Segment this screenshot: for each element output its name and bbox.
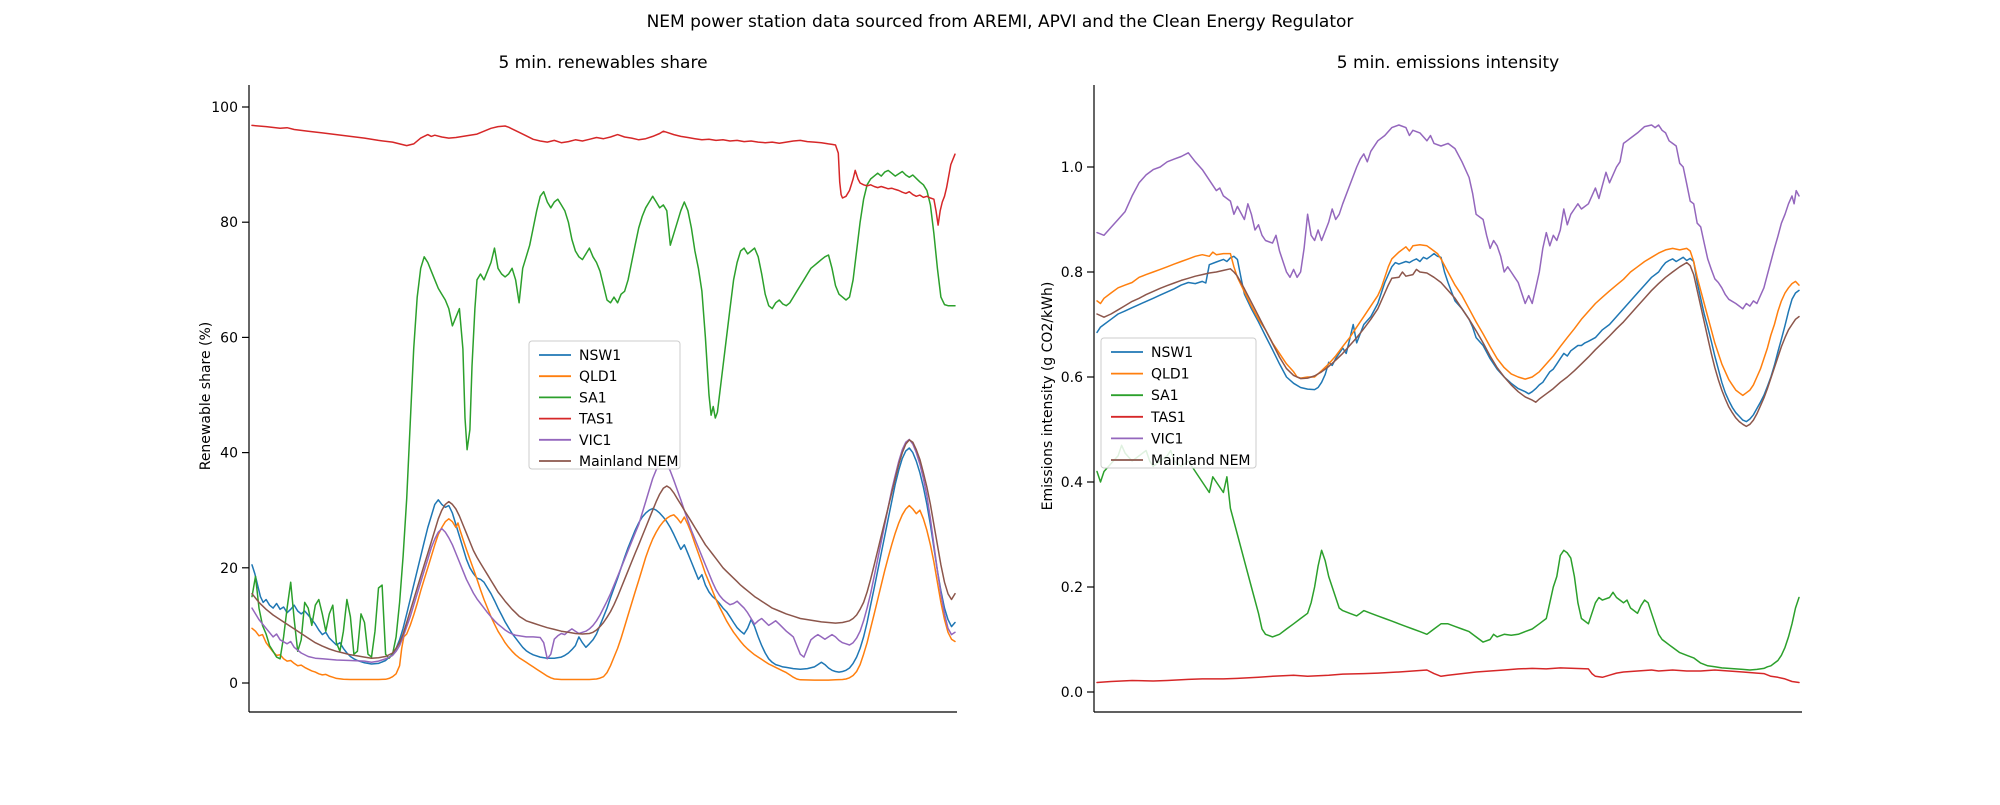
series-line-tas1 (251, 124, 956, 226)
legend-label-sa1: SA1 (579, 390, 607, 406)
y-tick-label: 0.2 (1061, 580, 1083, 596)
legend-label-vic1: VIC1 (1151, 431, 1183, 447)
legend-label-vic1: VIC1 (579, 433, 611, 449)
y-tick-label: 1.0 (1061, 160, 1083, 176)
legend-label-nsw1: NSW1 (579, 348, 621, 364)
right-chart: 5 min. emissions intensity Emissions int… (1040, 53, 1802, 713)
series-line-sa1 (251, 169, 956, 660)
legend: NSW1 QLD1 SA1 TAS1 VIC1 Mainland NEM (528, 340, 681, 470)
legend-label-mainland-nem: Mainland NEM (1151, 453, 1251, 469)
series-line-mainland-nem (251, 439, 956, 659)
legend: NSW1 QLD1 SA1 TAS1 VIC1 Mainland NEM (1100, 337, 1257, 469)
series-line-nsw1 (251, 447, 956, 673)
y-tick-label: 100 (211, 100, 238, 116)
right-chart-title: 5 min. emissions intensity (1337, 53, 1559, 73)
y-tick-label: 60 (220, 330, 238, 346)
right-y-axis-label: Emissions intensity (g CO2/kWh) (1040, 282, 1056, 511)
legend-label-mainland-nem: Mainland NEM (579, 454, 679, 470)
left-plot-area: 0 20 40 60 80 100 NSW1 QLD1 SA1 TAS1 VIC1 Mainland … (211, 85, 957, 713)
legend-label-qld1: QLD1 (579, 369, 618, 385)
y-tick-label: 40 (220, 446, 238, 462)
figure-title: NEM power station data sourced from AREM… (647, 12, 1354, 32)
series-line-qld1 (251, 504, 956, 681)
legend-label-tas1: TAS1 (578, 412, 614, 428)
left-y-axis-label: Renewable share (%) (198, 322, 214, 471)
series-line-tas1 (1096, 667, 1800, 684)
legend-box (528, 340, 681, 470)
left-chart-title: 5 min. renewables share (498, 53, 707, 73)
y-tick-label: 0.0 (1061, 685, 1083, 701)
y-tick-label: 0 (229, 676, 238, 692)
y-tick-label: 80 (220, 215, 238, 231)
series-line-vic1 (251, 438, 956, 664)
right-plot-area: 0.0 0.2 0.4 0.6 0.8 1.0 NSW1 QLD1 SA1 TAS1 VIC1 Mai… (1061, 85, 1802, 713)
y-tick-label: 0.8 (1061, 265, 1083, 281)
series-line-vic1 (1096, 124, 1800, 310)
series-line-sa1 (1096, 444, 1800, 671)
left-chart: 5 min. renewables share Renewable share … (198, 53, 957, 713)
legend-label-tas1: TAS1 (1150, 410, 1186, 426)
series-line-nsw1 (1096, 252, 1800, 423)
y-tick-label: 0.4 (1061, 475, 1083, 491)
legend-label-qld1: QLD1 (1151, 367, 1190, 383)
series-line-mainland-nem (1096, 261, 1800, 428)
legend-label-nsw1: NSW1 (1151, 345, 1193, 361)
series-line-qld1 (1096, 243, 1800, 397)
legend-box (1100, 337, 1257, 469)
legend-label-sa1: SA1 (1151, 388, 1179, 404)
y-tick-label: 0.6 (1061, 370, 1083, 386)
y-tick-label: 20 (220, 561, 238, 577)
